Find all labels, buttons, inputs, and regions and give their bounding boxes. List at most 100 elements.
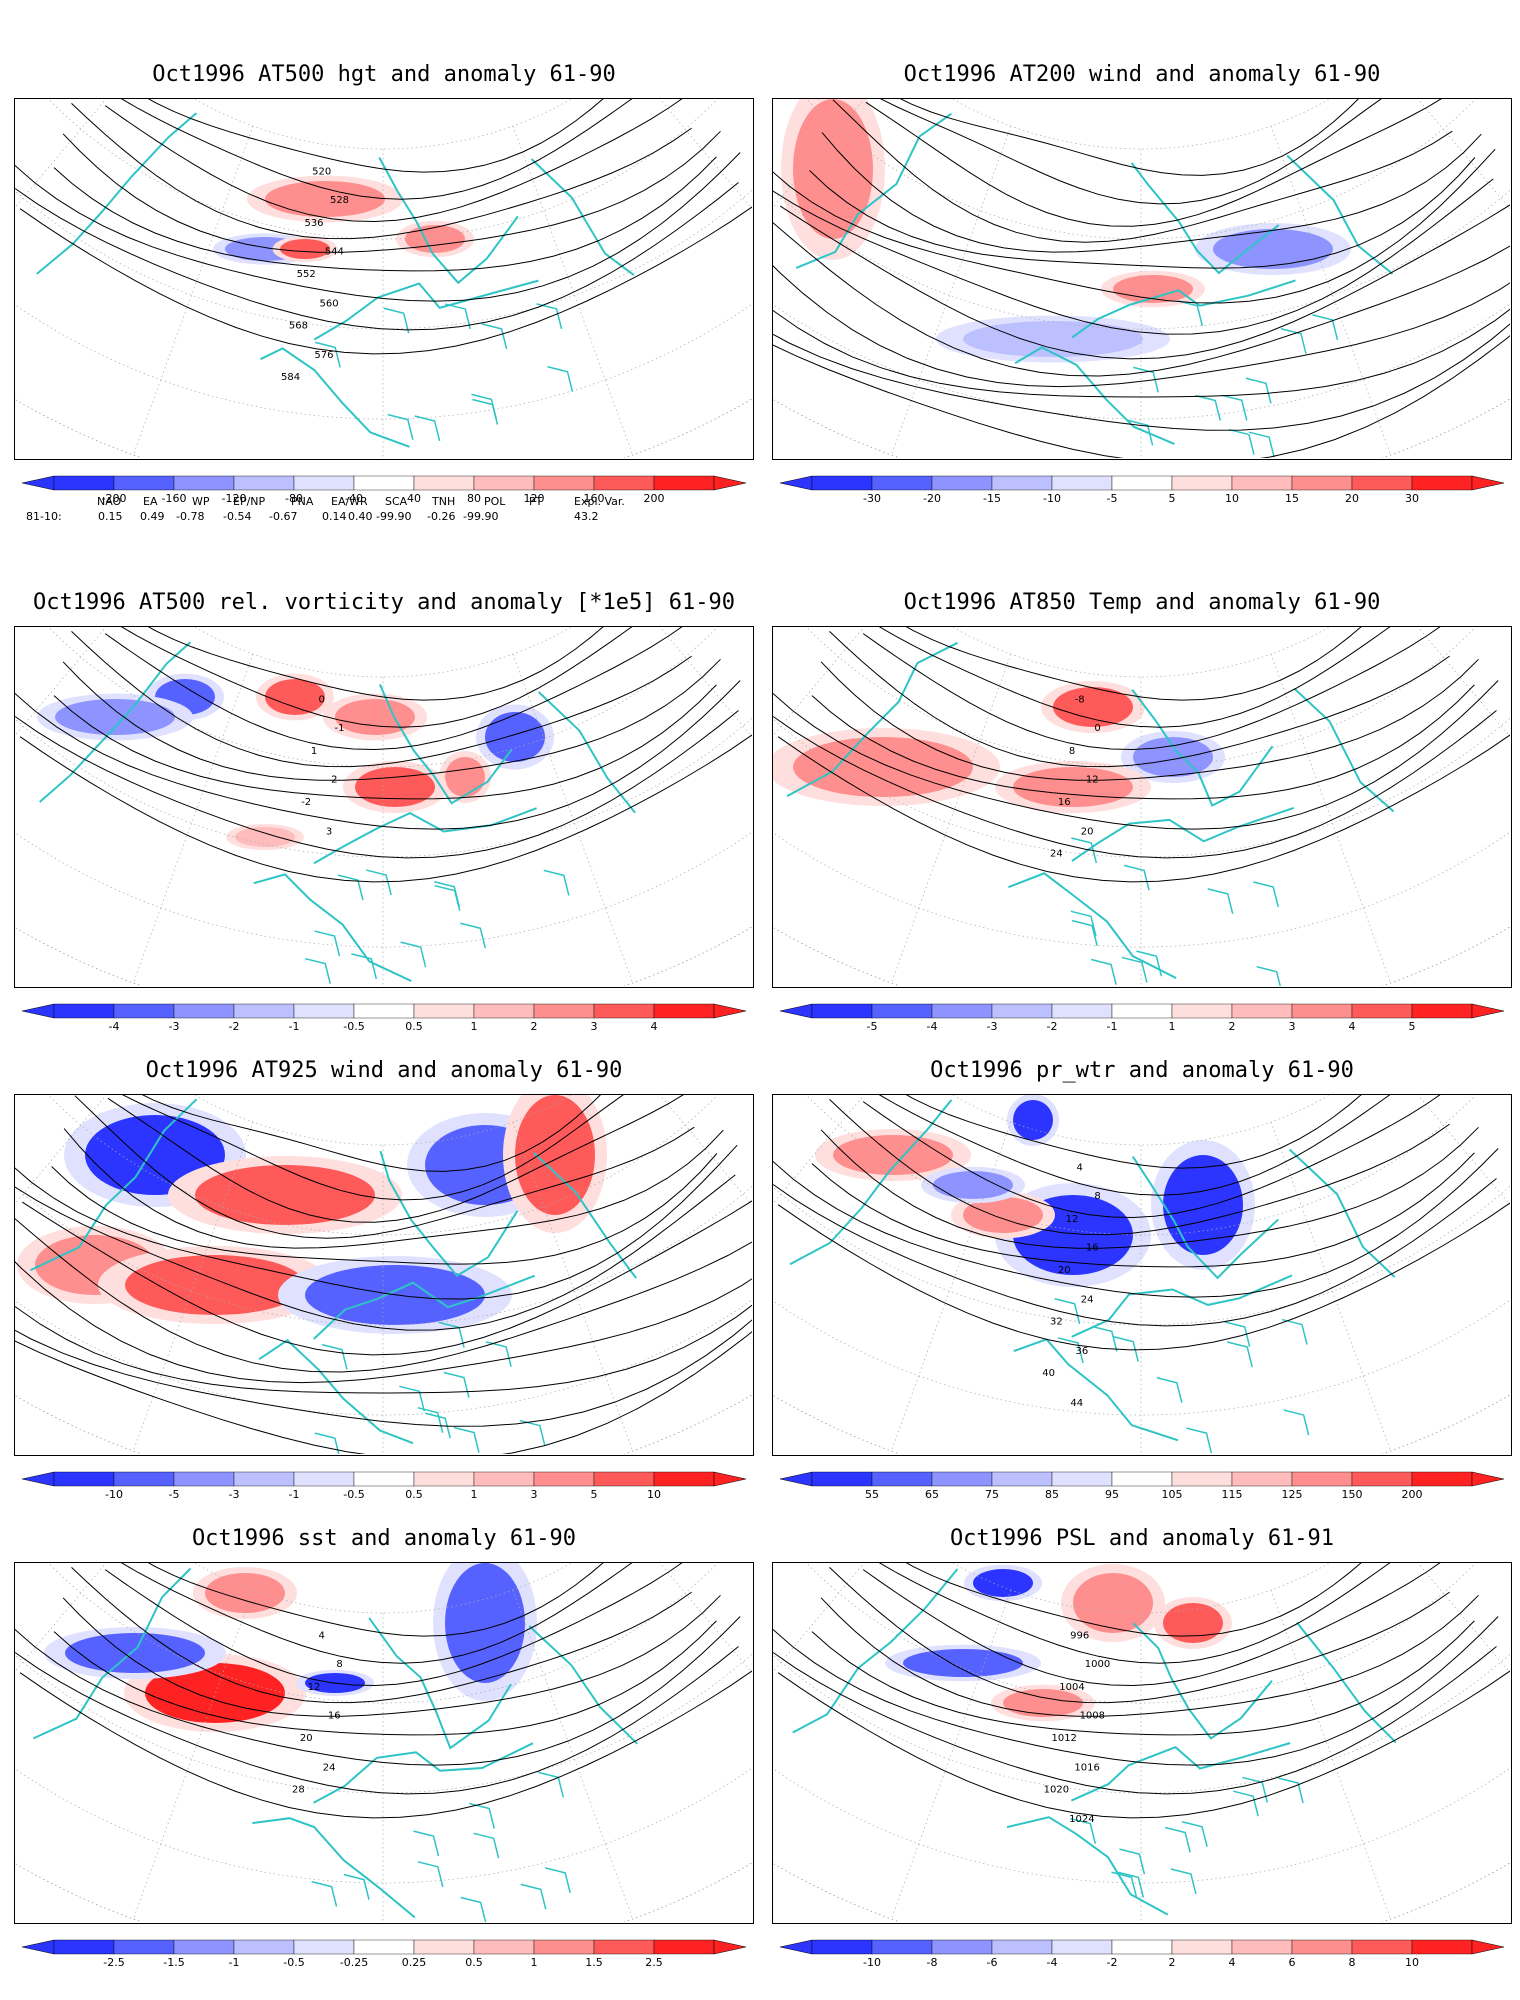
coastlines [795, 112, 1394, 458]
value-ea: 0.49 [140, 510, 165, 523]
colorbar-tick-label: 2 [530, 1020, 538, 1033]
colorbar-segment [1351, 1003, 1413, 1019]
colorbar-tick-label: 4 [1228, 1956, 1236, 1969]
colorbar-tick-label: 6 [1288, 1956, 1296, 1969]
colorbar-segment [1231, 475, 1293, 491]
value-sca: 0.40 [348, 510, 373, 523]
colorbar-tick-label: 120 [523, 492, 545, 505]
contour-label: 20 [1081, 826, 1094, 837]
contour-line [811, 1152, 1475, 1268]
header-eawr: EA/WR [331, 495, 368, 508]
coastline [1293, 687, 1395, 813]
colorbar-segment [293, 475, 355, 491]
colorbar-labels: -30 -20 -15 -10 -5 5 10 15 20 30 [812, 492, 1472, 508]
colorbar-segment [653, 1471, 715, 1487]
country-border [1186, 1427, 1213, 1454]
colorbar-segment [413, 1003, 475, 1019]
anomaly-core [65, 1633, 205, 1673]
contour-label: 12 [1086, 775, 1099, 786]
value-expl-var: 43.2 [574, 510, 599, 523]
colorbar-tick-label: 0.5 [405, 1020, 423, 1033]
contour-line [15, 182, 739, 331]
country-border [1156, 1376, 1183, 1403]
colorbar-segment [1351, 1939, 1413, 1955]
contour-line [71, 1567, 692, 1704]
streamline [15, 1218, 752, 1373]
anomaly-core [1133, 737, 1213, 777]
colorbar-segment [871, 1939, 933, 1955]
streamline [773, 308, 1510, 398]
graticule [773, 1095, 1510, 1454]
contour-line [905, 1095, 1362, 1169]
streamline [773, 335, 1510, 458]
colorbar-segment [811, 1939, 873, 1955]
streamline [74, 1095, 695, 1239]
contour-label: 24 [1081, 1294, 1094, 1305]
country-border [1281, 1318, 1308, 1345]
country-border [1071, 837, 1098, 864]
colorbar-tick-label: 2 [1228, 1020, 1236, 1033]
contour-line [120, 99, 633, 200]
colorbar-tick-label: 1.5 [585, 1956, 603, 1969]
anomaly-core [1013, 1100, 1053, 1140]
country-border [311, 1880, 338, 1907]
colorbar-arrow-high [713, 1003, 747, 1019]
anomaly-core [445, 757, 485, 797]
colorbar-tick-label: 2 [1168, 1956, 1176, 1969]
country-border [399, 1385, 426, 1412]
coastline [1131, 1155, 1279, 1280]
contour-label: 32 [1050, 1317, 1063, 1328]
meridian-line [1417, 1095, 1510, 1206]
colorbar-segment [1171, 1939, 1233, 1955]
country-border [1207, 888, 1234, 915]
colorbar-tick-label: 1 [1168, 1020, 1176, 1033]
country-border [469, 1802, 495, 1829]
country-border [1127, 419, 1154, 446]
contour-label: 8 [336, 1659, 342, 1670]
colorbar-segment [53, 1471, 115, 1487]
anomaly-core [1053, 687, 1133, 727]
panel-title: Oct1996 AT500 hgt and anomaly 61-90 [152, 62, 616, 87]
map-canvas [773, 99, 1510, 458]
colorbar-segment [931, 1003, 993, 1019]
colorbar-segment [593, 1939, 655, 1955]
colorbar-tick-label: -3 [228, 1488, 240, 1501]
colorbar-segment [413, 1939, 475, 1955]
panel-title: Oct1996 AT200 wind and anomaly 61-90 [903, 62, 1381, 87]
map-canvas: 0 -1 1 2 -2 3 [15, 627, 752, 986]
contour-line [820, 1126, 1479, 1249]
meridian-line [712, 99, 752, 134]
colorbar-arrow-high [713, 1939, 747, 1955]
map-frame: 4 8 12 16 20 24 28 [14, 1562, 754, 1924]
colorbar-tick-label: -1 [288, 1020, 300, 1033]
colorbar-arrow-low [779, 1003, 813, 1019]
contour-line [53, 156, 717, 272]
streamline [879, 99, 1382, 205]
panel-title: Oct1996 AT500 rel. vorticity and anomaly… [33, 590, 735, 615]
anomaly-core [793, 99, 873, 239]
contour-line [878, 627, 1391, 728]
contour-label: 528 [330, 195, 349, 206]
contour-label: 20 [300, 1733, 313, 1744]
meridian-line [890, 653, 1012, 984]
country-border [1280, 327, 1307, 354]
contour-line [104, 99, 683, 223]
contour-label: 1000 [1085, 1659, 1110, 1670]
colorbar-tick-label: 125 [1281, 1488, 1303, 1501]
contour-line [71, 631, 692, 768]
contour-line [878, 1095, 1391, 1196]
colorbar-segment [293, 1471, 355, 1487]
country-border [314, 1432, 340, 1454]
coastline [1071, 806, 1295, 862]
coastline [378, 683, 513, 805]
country-border [1070, 1817, 1097, 1844]
contour-label: 0 [1094, 723, 1100, 734]
colorbar-tick-label: -0.5 [343, 1020, 365, 1033]
meridian-line [659, 99, 752, 210]
colorbar-tick-label: 0.5 [465, 1956, 483, 1969]
colorbar-segment [931, 1471, 993, 1487]
coastline [1071, 279, 1296, 339]
country-border [485, 1341, 512, 1368]
streamline [821, 132, 1482, 253]
meridian-line [773, 1563, 865, 1673]
